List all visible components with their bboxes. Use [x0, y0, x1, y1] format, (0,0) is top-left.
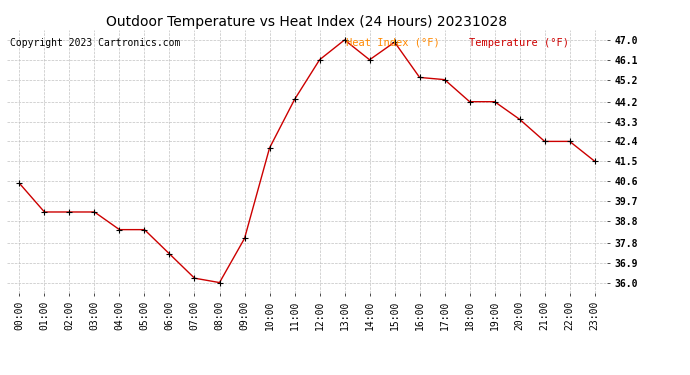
Text: Temperature (°F): Temperature (°F) — [469, 38, 569, 48]
Text: Heat Index (°F): Heat Index (°F) — [346, 38, 440, 48]
Text: Copyright 2023 Cartronics.com: Copyright 2023 Cartronics.com — [10, 38, 180, 48]
Title: Outdoor Temperature vs Heat Index (24 Hours) 20231028: Outdoor Temperature vs Heat Index (24 Ho… — [106, 15, 508, 29]
